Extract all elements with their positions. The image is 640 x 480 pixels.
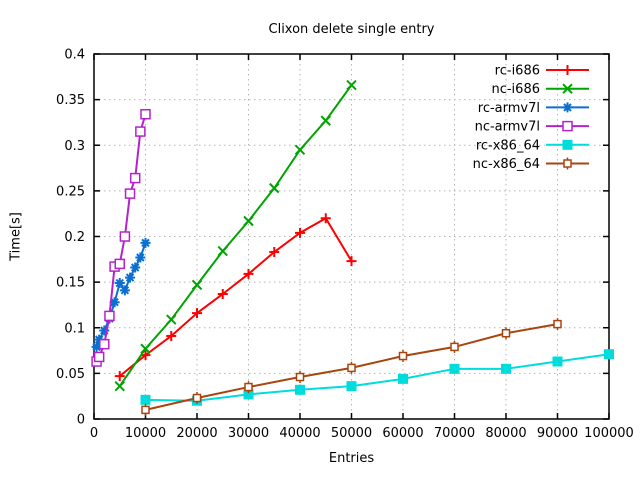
series-markers-nc-armv7l — [91, 108, 151, 367]
x-tick-label: 30000 — [228, 426, 269, 441]
y-tick-label: 0.4 — [64, 48, 85, 63]
series-nc-i686 — [118, 84, 353, 387]
series-markers-rc-i686 — [114, 213, 357, 382]
x-tick-label: 50000 — [331, 426, 372, 441]
gridlines — [94, 54, 609, 419]
series-rc-x86_64 — [145, 353, 610, 402]
legend-label-nc-x86_64: nc-x86_64 — [473, 157, 540, 172]
x-tick-label: 20000 — [176, 426, 217, 441]
legend-item-nc-x86_64: nc-x86_64 — [473, 157, 589, 172]
y-tick-label: 0.35 — [56, 93, 85, 108]
series-markers-nc-i686 — [114, 79, 357, 392]
series-line-nc-i686 — [118, 84, 353, 387]
legend-item-rc-i686: rc-i686 — [495, 64, 589, 79]
y-axis-label: Time[s] — [8, 212, 24, 261]
tick-labels: 0 10000 20000 30000 40000 50000 60000 70000 8000… — [56, 48, 634, 442]
legend-item-rc-armv7l: rc-armv7l — [478, 101, 589, 116]
series-rc-i686 — [119, 216, 353, 377]
x-tick-label: 0 — [90, 426, 98, 441]
y-tick-label: 0.25 — [56, 184, 85, 199]
y-tick-label: 0.3 — [64, 139, 85, 154]
legend-label-nc-armv7l: nc-armv7l — [475, 120, 540, 135]
chart-title: Clixon delete single entry — [268, 22, 435, 37]
y-tick-label: 0.05 — [56, 367, 85, 382]
x-tick-label: 90000 — [537, 426, 578, 441]
x-tick-label: 10000 — [125, 426, 166, 441]
x-tick-label: 80000 — [485, 426, 526, 441]
series-line-rc-i686 — [119, 216, 353, 377]
x-axis-label: Entries — [328, 451, 375, 466]
legend-label-rc-x86_64: rc-x86_64 — [476, 138, 540, 153]
series-markers-nc-x86_64 — [141, 318, 562, 416]
x-tick-label: 60000 — [382, 426, 423, 441]
series-line-rc-x86_64 — [145, 353, 610, 402]
y-tick-label: 0.15 — [56, 276, 85, 291]
legend-item-rc-x86_64: rc-x86_64 — [476, 138, 589, 153]
y-tick-label: 0.2 — [64, 230, 85, 245]
plot-border-and-ticks — [93, 53, 610, 420]
legend-item-nc-armv7l: nc-armv7l — [475, 120, 589, 135]
legend-label-nc-i686: nc-i686 — [491, 82, 540, 97]
legend: rc-i686 nc-i686 rc-armv7l nc-armv7l rc-x86_6… — [473, 64, 589, 172]
x-tick-label: 40000 — [279, 426, 320, 441]
legend-label-rc-armv7l: rc-armv7l — [478, 101, 540, 116]
x-tick-label: 70000 — [434, 426, 475, 441]
series-markers-rc-x86_64 — [140, 349, 614, 406]
y-tick-label: 0 — [77, 413, 85, 428]
x-tick-label: 100000 — [584, 426, 634, 441]
legend-item-nc-i686: nc-i686 — [491, 82, 589, 97]
legend-label-rc-i686: rc-i686 — [495, 64, 540, 79]
y-tick-label: 0.1 — [64, 321, 85, 336]
